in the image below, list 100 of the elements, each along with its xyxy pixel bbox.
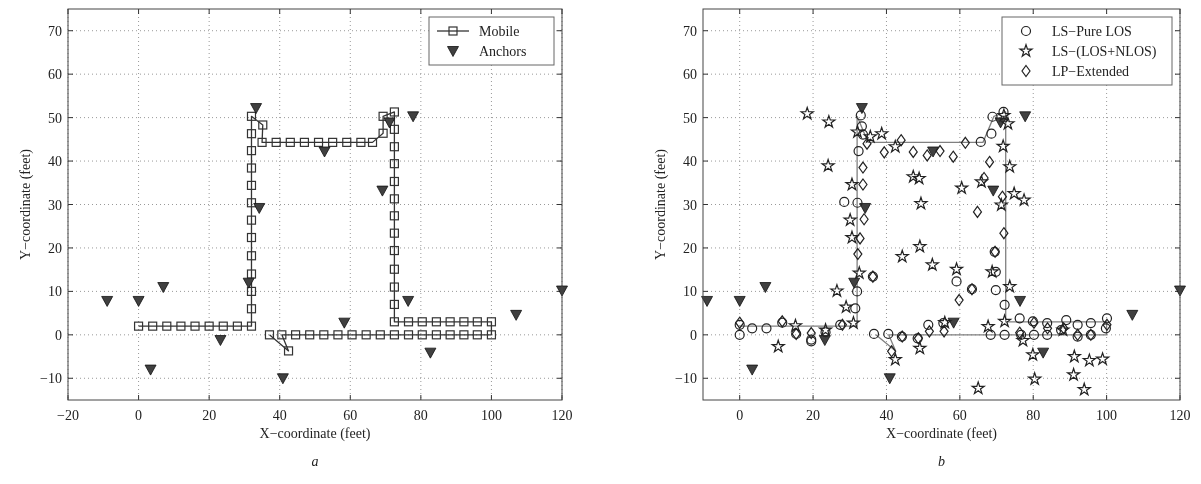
legend-label: Anchors [479, 44, 527, 59]
point [887, 345, 897, 358]
y-tick-label: −10 [40, 371, 62, 387]
point [800, 106, 814, 120]
point [1028, 329, 1040, 340]
point [839, 300, 853, 313]
point [821, 158, 835, 172]
point [1066, 367, 1081, 381]
x-tick-label: 120 [551, 408, 573, 423]
legend-label: Mobile [479, 24, 520, 39]
point [859, 203, 872, 214]
point [839, 196, 850, 207]
x-tick-label: 100 [1096, 408, 1118, 423]
y-tick-label: 40 [683, 154, 697, 170]
point [852, 286, 863, 297]
y-tick-label: 30 [683, 197, 697, 213]
point [1028, 372, 1042, 385]
point [845, 177, 859, 191]
x-axis-title: X−coordinate (feet) [259, 426, 371, 442]
x-tick-label: 20 [202, 408, 217, 423]
point [896, 134, 906, 147]
x-tick-label: 0 [135, 408, 143, 423]
point [955, 181, 969, 194]
point [997, 314, 1012, 328]
point [912, 171, 926, 185]
point [985, 264, 999, 278]
point [318, 146, 331, 158]
point [1126, 309, 1139, 321]
point [402, 296, 415, 307]
point [868, 328, 880, 340]
point [1017, 193, 1031, 206]
x-tick-label: 0 [736, 408, 744, 423]
point [913, 341, 927, 355]
point [253, 203, 266, 214]
point [924, 325, 934, 338]
point [939, 325, 949, 338]
point [858, 178, 868, 191]
x-tick-label: 100 [480, 408, 502, 423]
y-tick-label: 50 [683, 110, 697, 126]
point [1026, 347, 1040, 361]
point [1003, 279, 1017, 293]
point [556, 285, 568, 297]
y-tick-label: 60 [48, 67, 62, 83]
y-axis-title: Y−coordinate (feet) [653, 148, 669, 260]
point [987, 185, 1000, 197]
point [852, 266, 866, 279]
point [701, 296, 713, 307]
point [935, 144, 945, 158]
y-tick-label: 70 [48, 23, 62, 39]
point [994, 198, 1008, 211]
point [818, 323, 833, 336]
legend-label: LS−Pure LOS [1052, 24, 1132, 39]
point [979, 171, 989, 185]
point [852, 197, 863, 208]
point [1014, 313, 1025, 324]
point [250, 103, 262, 114]
point [1100, 323, 1111, 334]
point [858, 161, 868, 174]
y-tick-label: 10 [48, 284, 62, 300]
x-tick-label: −20 [57, 408, 79, 423]
point [818, 335, 831, 346]
point [862, 137, 872, 150]
point [338, 317, 351, 329]
y-tick-label: −10 [675, 371, 697, 387]
point [922, 149, 932, 162]
point [276, 373, 289, 385]
point [863, 129, 877, 143]
point [906, 169, 920, 183]
point [845, 230, 859, 244]
point [1042, 329, 1053, 340]
point [857, 129, 869, 140]
y-tick-label: 0 [690, 327, 697, 343]
point [424, 347, 437, 359]
y-tick-label: 20 [683, 240, 697, 256]
point [407, 111, 419, 123]
point [846, 316, 861, 329]
y-tick-label: 30 [48, 197, 62, 213]
point [806, 327, 816, 340]
point [985, 329, 996, 340]
y-tick-label: 60 [683, 67, 697, 83]
point [759, 282, 772, 293]
point [761, 323, 772, 334]
point [990, 284, 1001, 296]
x-tick-label: 80 [413, 408, 428, 423]
point [1085, 318, 1096, 329]
y-tick-label: 40 [48, 154, 62, 170]
x-tick-label: 60 [952, 408, 967, 423]
legend-label: LS−(LOS+NLOS) [1052, 44, 1157, 60]
point [853, 145, 864, 157]
point [1101, 313, 1113, 324]
point [879, 146, 889, 159]
point [1061, 314, 1072, 326]
x-tick-label: 120 [1169, 408, 1191, 423]
point [908, 145, 918, 159]
point [848, 277, 861, 289]
point [974, 174, 989, 188]
text: b [938, 454, 945, 469]
point [144, 364, 157, 376]
x-tick-label: 60 [343, 408, 358, 423]
point [1014, 296, 1026, 307]
